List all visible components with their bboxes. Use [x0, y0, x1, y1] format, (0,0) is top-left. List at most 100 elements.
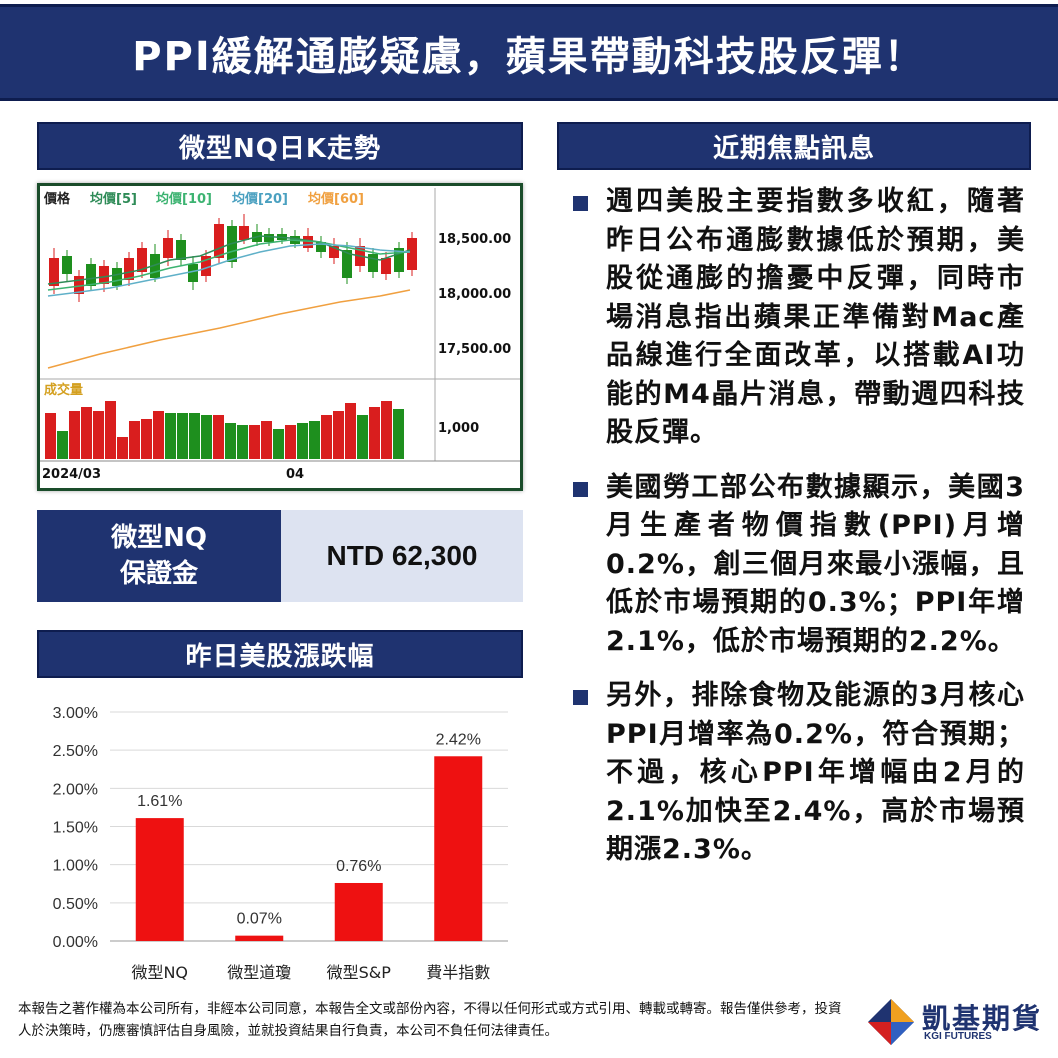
volume-bar — [141, 419, 152, 459]
bar — [434, 756, 483, 941]
data-label: 1.61% — [137, 793, 182, 810]
bar — [334, 882, 383, 941]
candle-body — [163, 238, 173, 258]
candle-body — [86, 264, 96, 286]
volume-bar — [225, 423, 236, 459]
kgi-logo-icon — [868, 999, 914, 1045]
data-label: 0.07% — [237, 911, 282, 928]
y-tick-17500: 17,500.00 — [438, 342, 511, 357]
category-label: 微型S&P — [327, 963, 392, 982]
candle-body — [329, 246, 339, 258]
volume-bar — [153, 411, 164, 459]
volume-bar — [105, 401, 116, 459]
volume-bar — [357, 415, 368, 459]
volume-bar — [321, 415, 332, 459]
margin-label: 微型NQ 保證金 — [37, 510, 281, 602]
news-item: 另外，排除食物及能源的3月核心PPI月增率為0.2%，符合預期；不過，核心PPI… — [570, 677, 1025, 870]
volume-bar — [129, 421, 140, 459]
volume-bar — [117, 437, 128, 459]
news-list: 週四美股主要指數多收紅，隨著昨日公布通膨數據低於預期，美股從通膨的擔憂中反彈，同… — [570, 183, 1025, 870]
kchart-heading: 微型NQ日K走勢 — [37, 122, 523, 170]
margin-label-line1: 微型NQ — [111, 523, 207, 553]
volume-bar — [297, 423, 308, 459]
ma5-line — [47, 235, 411, 285]
volume-bar — [165, 413, 176, 459]
volume-bar — [189, 413, 200, 459]
data-label: 2.42% — [436, 731, 481, 748]
candle-body — [176, 240, 186, 260]
volume-label: 成交量 — [44, 382, 83, 398]
candle-body — [394, 248, 404, 272]
volume-bar — [45, 413, 56, 459]
volume-bar — [345, 403, 356, 459]
volume-bar — [249, 425, 260, 459]
volume-bar — [261, 421, 272, 459]
candle-body — [74, 276, 84, 294]
volume-bar — [57, 431, 68, 459]
news-item: 週四美股主要指數多收紅，隨著昨日公布通膨數據低於預期，美股從通膨的擔憂中反彈，同… — [570, 183, 1025, 453]
candle-body — [381, 258, 391, 274]
logo-sub: KGI FUTURES — [924, 1031, 992, 1042]
candle-body — [368, 254, 378, 272]
bar-chart: 0.00% 0.50% 1.00% 1.50% 2.00% 2.50% 3.00% 1.61%… — [30, 690, 530, 990]
candle-body — [99, 266, 109, 284]
candle-body — [239, 226, 249, 240]
volume-bar — [201, 415, 212, 459]
volume-bar — [285, 425, 296, 459]
bar — [235, 935, 284, 941]
y-tick-label: 1.00% — [53, 858, 98, 875]
volume-bar — [81, 407, 92, 459]
candle-body — [214, 224, 224, 258]
ma5-label: 均價[5] — [90, 191, 137, 207]
news-item-text: 另外，排除食物及能源的3月核心PPI月增率為0.2%，符合預期；不過，核心PPI… — [606, 680, 1025, 865]
bullet-icon — [573, 481, 588, 497]
candle-body — [303, 236, 313, 248]
candle-body — [316, 242, 326, 252]
margin-label-line2: 保證金 — [119, 559, 198, 589]
ma60-line — [47, 289, 411, 369]
candlestick-chart: 價格 均價[5] 均價[10] 均價[20] 均價[60] 18,500.00 … — [37, 183, 523, 491]
news-item-text: 美國勞工部公布數據顯示，美國3月生產者物價指數(PPI)月增0.2%，創三個月來… — [606, 471, 1025, 657]
bar-chart-svg: 0.00% 0.50% 1.00% 1.50% 2.00% 2.50% 3.00% 1.61%… — [53, 705, 508, 982]
margin-panel: 微型NQ 保證金 NTD 62,300 — [37, 510, 523, 602]
volume-bar — [93, 411, 104, 459]
volume-bar — [369, 407, 380, 459]
y-tick-label: 0.00% — [53, 934, 98, 951]
ma10-line — [47, 239, 411, 291]
title-bar: PPI緩解通膨疑慮，蘋果帶動科技股反彈！ — [0, 0, 1058, 103]
news-item-text: 週四美股主要指數多收紅，隨著昨日公布通膨數據低於預期，美股從通膨的擔憂中反彈，同… — [606, 186, 1025, 448]
y-tick-label: 1.50% — [53, 820, 98, 837]
candle-body — [264, 234, 274, 242]
y-tick-18000: 18,000.00 — [438, 287, 511, 302]
bar-heading: 昨日美股漲跌幅 — [37, 630, 523, 678]
price-label: 價格 — [43, 191, 71, 207]
candle-body — [62, 256, 72, 274]
candle-body — [201, 256, 211, 276]
y-tick-18500: 18,500.00 — [438, 232, 511, 247]
bullet-icon — [573, 196, 588, 211]
candle-body — [150, 254, 160, 278]
volume-bar — [69, 411, 80, 459]
candle-body — [112, 268, 122, 286]
page-title: PPI緩解通膨疑慮，蘋果帶動科技股反彈！ — [132, 33, 926, 80]
category-label: 費半指數 — [426, 963, 490, 982]
y-tick-label: 3.00% — [53, 705, 98, 722]
y-tick-label: 2.00% — [53, 781, 98, 798]
ma20-line — [47, 243, 411, 297]
news-heading: 近期焦點訊息 — [557, 122, 1031, 170]
volume-bar — [309, 421, 320, 459]
y-tick-label: 0.50% — [53, 896, 98, 913]
y-tick-label: 2.50% — [53, 743, 98, 760]
volume-bar — [393, 409, 404, 459]
candle-body — [49, 258, 59, 286]
disclaimer: 本報告之著作權為本公司所有，非經本公司同意，本報告全文或部份內容，不得以任何形式… — [18, 1001, 842, 1039]
data-label: 0.76% — [336, 858, 381, 875]
candle-body — [188, 264, 198, 282]
candle-body — [137, 248, 147, 272]
x-label-04: 04 — [286, 467, 304, 482]
candle-body — [124, 258, 134, 280]
logo-name: 凱基期貨 — [922, 1002, 1043, 1035]
x-label-2024-03: 2024/03 — [42, 467, 101, 482]
bar — [135, 818, 184, 941]
category-label: 微型NQ — [131, 963, 188, 982]
